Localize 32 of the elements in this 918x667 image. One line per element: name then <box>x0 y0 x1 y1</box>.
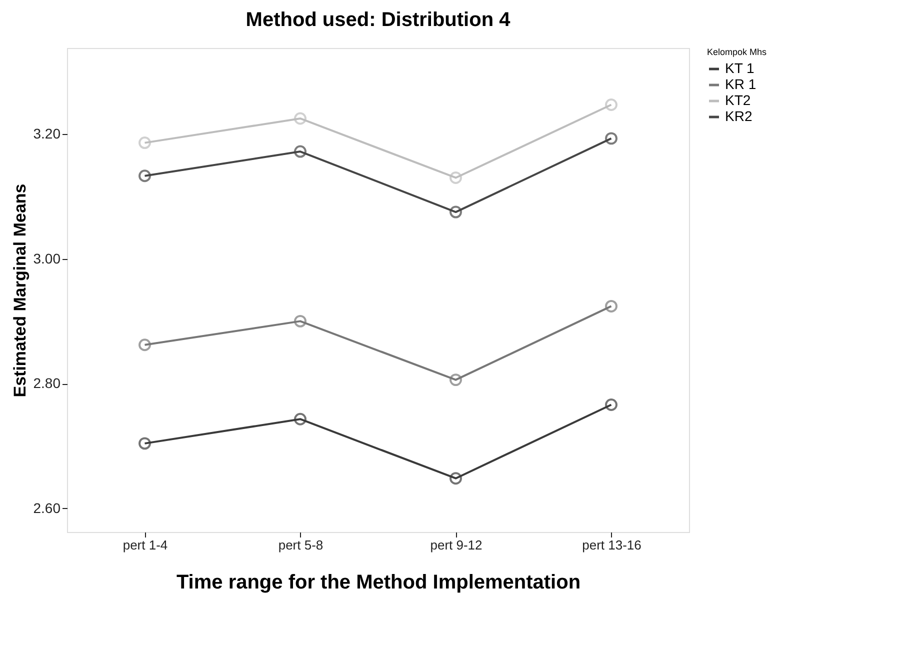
point <box>450 374 462 386</box>
y-tick-label: 3.00 <box>33 250 61 266</box>
x-tick-label: pert 9-12 <box>430 538 482 552</box>
x-tick-label: pert 5-8 <box>278 538 324 552</box>
point <box>138 437 151 450</box>
legend-label: KT 1 <box>725 60 755 76</box>
point <box>450 472 462 485</box>
x-tick-label: pert 1-4 <box>122 538 168 552</box>
point <box>605 398 618 411</box>
y-axis-title: Estimated Marginal Means <box>10 184 30 398</box>
point <box>605 132 618 145</box>
legend-label: KT2 <box>725 92 751 108</box>
legend-label: KR2 <box>725 108 752 124</box>
point <box>294 112 306 125</box>
x-tick-label: pert 13-16 <box>582 538 642 552</box>
point <box>294 314 306 328</box>
point <box>294 145 306 158</box>
y-tick-label: 2.60 <box>33 500 61 516</box>
point <box>450 172 462 184</box>
point <box>294 412 306 426</box>
x-axis-title: Time range for the Method Implementation <box>176 572 581 594</box>
point <box>450 206 462 218</box>
chart-title: Method used: Distribution 4 <box>246 9 512 31</box>
point <box>138 170 151 182</box>
y-tick-label: 3.20 <box>33 126 61 142</box>
legend-label: KR 1 <box>725 76 756 92</box>
y-tick-label: 2.80 <box>33 375 61 392</box>
point <box>605 300 618 312</box>
point <box>605 98 618 111</box>
point <box>138 136 151 150</box>
legend-title: Kelompok Mhs <box>707 47 768 57</box>
point <box>138 338 151 352</box>
